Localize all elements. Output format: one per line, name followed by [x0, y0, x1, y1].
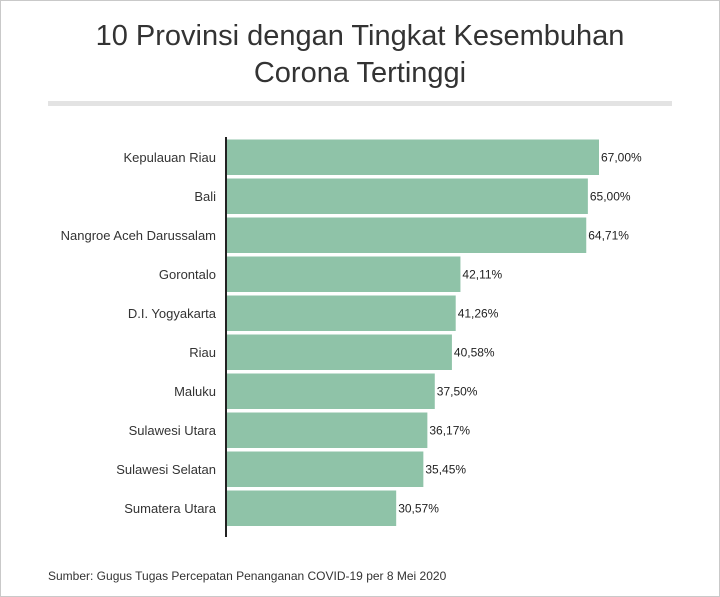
- category-label: Kepulauan Riau: [123, 150, 216, 165]
- bar: [226, 412, 428, 448]
- chart-title: 10 Provinsi dengan Tingkat Kesembuhan Co…: [0, 18, 720, 92]
- bar: [226, 139, 599, 175]
- value-label: 41,26%: [458, 306, 499, 320]
- bar: [226, 373, 435, 409]
- category-label: Nangroe Aceh Darussalam: [61, 228, 216, 243]
- title-divider: [48, 101, 672, 106]
- category-label: D.I. Yogyakarta: [128, 306, 217, 321]
- value-label: 40,58%: [454, 345, 495, 359]
- value-label: 67,00%: [601, 150, 642, 164]
- chart-title-line-2: Corona Tertinggi: [253, 57, 467, 89]
- value-label: 36,17%: [429, 423, 470, 437]
- bar: [226, 217, 587, 253]
- bar: [226, 490, 397, 526]
- value-label: 30,57%: [398, 501, 439, 515]
- category-label: Maluku: [174, 384, 216, 399]
- bar: [226, 178, 588, 214]
- bar: [226, 256, 461, 292]
- category-label: Sulawesi Selatan: [116, 462, 216, 477]
- source-note: Sumber: Gugus Tugas Percepatan Penangana…: [48, 569, 447, 583]
- category-label: Bali: [194, 189, 216, 204]
- category-label: Sulawesi Utara: [129, 423, 217, 438]
- chart-title-line-1: 10 Provinsi dengan Tingkat Kesembuhan: [95, 20, 625, 52]
- category-label: Riau: [189, 345, 216, 360]
- value-label: 37,50%: [437, 384, 478, 398]
- bar: [226, 334, 452, 370]
- bar: [226, 295, 456, 331]
- value-label: 65,00%: [590, 189, 631, 203]
- category-label: Sumatera Utara: [124, 501, 217, 516]
- value-label: 35,45%: [425, 462, 466, 476]
- bar: [226, 451, 424, 487]
- value-label: 42,11%: [462, 267, 502, 281]
- value-label: 64,71%: [588, 228, 629, 242]
- category-label: Gorontalo: [159, 267, 216, 282]
